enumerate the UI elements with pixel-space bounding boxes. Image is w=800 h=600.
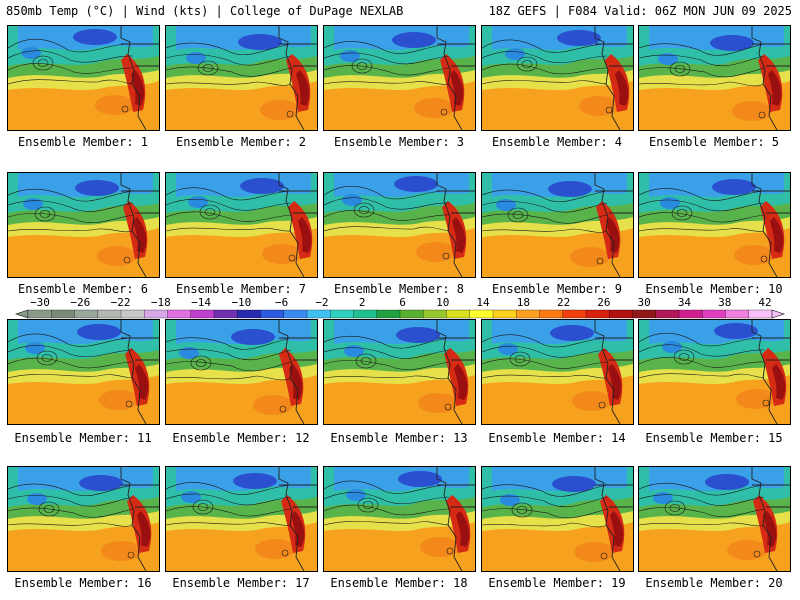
ensemble-map-panel <box>638 466 791 572</box>
scale-swatch <box>748 309 773 319</box>
scale-tick-label: −30 <box>30 296 50 309</box>
scale-swatch <box>51 309 75 319</box>
ensemble-member-label: Ensemble Member: 20 <box>645 576 783 590</box>
ensemble-member-label: Ensemble Member: 3 <box>333 135 465 149</box>
ensemble-member-label: Ensemble Member: 16 <box>14 576 152 590</box>
scale-tick-label: 10 <box>436 296 449 309</box>
scale-swatch <box>237 309 261 319</box>
ensemble-member-label: Ensemble Member: 12 <box>172 431 310 445</box>
scale-tick-label: −26 <box>70 296 90 309</box>
scale-swatch <box>120 309 145 319</box>
ensemble-member-label: Ensemble Member: 10 <box>645 282 783 296</box>
scale-swatch <box>469 309 494 319</box>
scale-swatch <box>167 309 192 319</box>
scale-swatch <box>306 309 331 319</box>
scale-tick-label: 30 <box>638 296 651 309</box>
scale-swatch <box>27 309 52 319</box>
chart-title: 850mb Temp (°C) | Wind (kts) | College o… <box>6 4 404 18</box>
scale-tick-label: −2 <box>315 296 328 309</box>
scale-arrow-high <box>771 309 785 319</box>
ensemble-map-panel <box>638 172 791 278</box>
ensemble-member-label: Ensemble Member: 19 <box>488 576 626 590</box>
scale-tick-label: 34 <box>678 296 692 309</box>
scale-swatch <box>655 309 680 319</box>
scale-swatch <box>678 309 703 319</box>
ensemble-member-label: Ensemble Member: 14 <box>488 431 626 445</box>
ensemble-member-label: Ensemble Member: 4 <box>491 135 623 149</box>
ensemble-member-label: Ensemble Member: 15 <box>645 431 783 445</box>
scale-swatch <box>399 309 424 319</box>
ensemble-map-panel <box>165 319 318 425</box>
ensemble-map-panel <box>481 466 634 572</box>
scale-tick-label: −18 <box>151 296 171 309</box>
ensemble-map-panel <box>481 172 634 278</box>
scale-swatch <box>562 309 587 319</box>
ensemble-map-panel <box>323 25 476 131</box>
scale-tick-label: 26 <box>597 296 610 309</box>
scale-swatch <box>213 309 238 319</box>
scale-tick-label: 14 <box>476 296 490 309</box>
ensemble-member-label: Ensemble Member: 9 <box>491 282 623 296</box>
ensemble-map-panel <box>481 25 634 131</box>
ensemble-member-label: Ensemble Member: 8 <box>333 282 465 296</box>
scale-tick-label: −14 <box>191 296 211 309</box>
ensemble-map-panel <box>481 319 634 425</box>
scale-tick-label: −10 <box>231 296 251 309</box>
scale-swatch <box>330 309 354 319</box>
ensemble-map-panel <box>7 319 160 425</box>
scale-swatch <box>585 309 610 319</box>
temperature-color-scale: −30 −26 −22 −18 −14 −10 −6 −2 2 6 10 14 18 22 26 30 34 38… <box>15 296 785 319</box>
scale-tick-label: 42 <box>758 296 771 309</box>
scale-swatch <box>702 309 726 319</box>
ensemble-member-label: Ensemble Member: 17 <box>172 576 310 590</box>
scale-swatch <box>190 309 215 319</box>
ensemble-map-panel <box>7 172 160 278</box>
ensemble-map-panel <box>7 25 160 131</box>
scale-swatch <box>446 309 471 319</box>
ensemble-map-panel <box>323 466 476 572</box>
ensemble-map-panel <box>323 172 476 278</box>
scale-swatch <box>516 309 540 319</box>
scale-swatch <box>632 309 657 319</box>
ensemble-map-panel <box>165 25 318 131</box>
ensemble-map-panel <box>7 466 160 572</box>
scale-swatch <box>376 309 401 319</box>
ensemble-member-label: Ensemble Member: 6 <box>17 282 149 296</box>
ensemble-map-panel <box>165 466 318 572</box>
scale-swatch <box>492 309 517 319</box>
scale-swatch <box>144 309 168 319</box>
ensemble-member-label: Ensemble Member: 1 <box>17 135 149 149</box>
ensemble-map-panel <box>638 25 791 131</box>
scale-swatch <box>539 309 564 319</box>
scale-swatch <box>423 309 447 319</box>
ensemble-member-label: Ensemble Member: 2 <box>175 135 307 149</box>
scale-swatch <box>260 309 285 319</box>
scale-swatch <box>283 309 308 319</box>
ensemble-map-panel <box>638 319 791 425</box>
scale-tick-label: 6 <box>399 296 406 309</box>
scale-swatch <box>74 309 99 319</box>
ensemble-member-label: Ensemble Member: 11 <box>14 431 152 445</box>
scale-tick-label: −22 <box>111 296 131 309</box>
scale-swatch <box>97 309 122 319</box>
ensemble-member-label: Ensemble Member: 18 <box>330 576 468 590</box>
scale-tick-label: 22 <box>557 296 570 309</box>
scale-tick-label: −6 <box>275 296 288 309</box>
ensemble-map-panel <box>323 319 476 425</box>
scale-tick-label: 38 <box>718 296 731 309</box>
scale-swatch <box>353 309 378 319</box>
ensemble-member-label: Ensemble Member: 7 <box>175 282 307 296</box>
scale-swatch <box>725 309 750 319</box>
scale-tick-label: 18 <box>517 296 530 309</box>
scale-swatch <box>609 309 633 319</box>
scale-tick-label: 2 <box>359 296 366 309</box>
scale-arrow-low <box>15 309 29 319</box>
ensemble-member-label: Ensemble Member: 5 <box>648 135 780 149</box>
run-info: 18Z GEFS | F084 Valid: 06Z MON JUN 09 20… <box>488 4 792 18</box>
ensemble-map-panel <box>165 172 318 278</box>
ensemble-member-label: Ensemble Member: 13 <box>330 431 468 445</box>
